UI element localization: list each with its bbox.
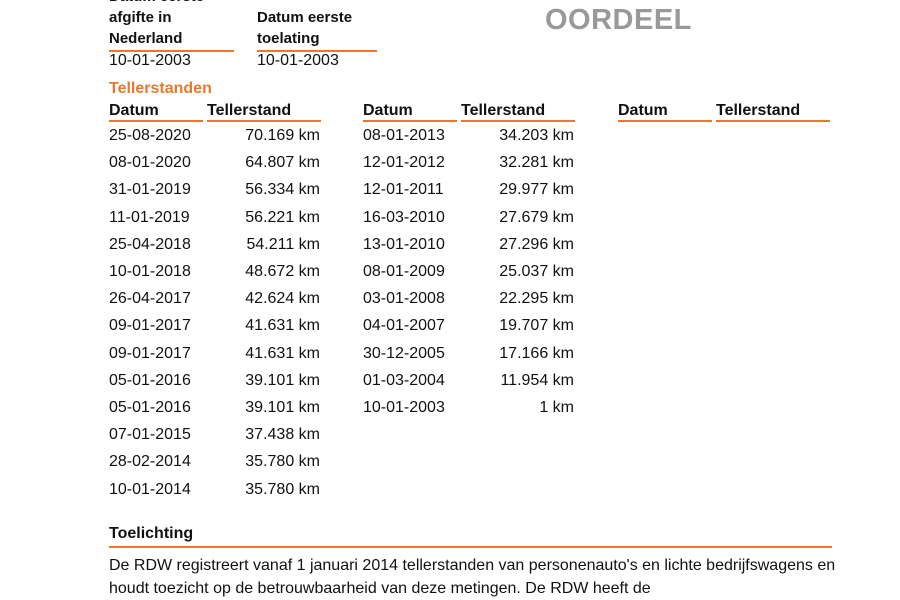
date-cell: 25-04-2018 xyxy=(109,235,191,253)
date-cell: 28-02-2014 xyxy=(109,453,191,471)
mileage-cell: 34.203 km xyxy=(499,127,574,144)
mileage-cell: 41.631 km xyxy=(245,344,320,362)
column-header: Datum xyxy=(363,102,457,122)
mileage-cell: 29.977 km xyxy=(499,181,574,199)
section-title: Toelichting xyxy=(109,524,832,548)
mileage-cell: 39.101 km xyxy=(245,371,320,389)
mileage-cell: 1 km xyxy=(539,399,574,416)
mileage-cell: 37.438 km xyxy=(245,426,320,444)
field-value: 10-01-2003 xyxy=(257,52,339,69)
column-header: Tellerstand xyxy=(716,102,830,122)
field-value: 10-01-2003 xyxy=(109,52,191,69)
mileage-cell: 54.211 km xyxy=(246,235,320,253)
date-cell: 31-01-2019 xyxy=(109,181,191,199)
date-cell: 04-01-2007 xyxy=(363,317,445,335)
date-cell: 01-03-2004 xyxy=(363,371,445,389)
date-cell: 08-01-2009 xyxy=(363,263,445,280)
date-cell: 05-01-2016 xyxy=(109,399,191,416)
oordeel: OORDEEL xyxy=(545,4,692,36)
column-header: Tellerstand xyxy=(207,102,321,122)
mileage-cell: 11.954 km xyxy=(500,371,574,389)
date-cell: 12-01-2012 xyxy=(363,154,445,172)
mileage-cell: 41.631 km xyxy=(245,317,320,335)
mileage-cell: 27.296 km xyxy=(499,235,574,253)
date-cell: 10-01-2003 xyxy=(363,399,445,416)
field-label: Datum eerste afgifte in Nederland xyxy=(109,0,234,52)
section-title: Tellerstanden xyxy=(109,80,212,97)
mileage-cell: 27.679 km xyxy=(499,208,574,226)
date-cell: 16-03-2010 xyxy=(363,208,445,226)
mileage-cell: 25.037 km xyxy=(499,263,574,280)
mileage-cell: 64.807 km xyxy=(245,154,320,172)
mileage-cell: 42.624 km xyxy=(245,290,320,308)
date-cell: 03-01-2008 xyxy=(363,290,445,308)
column-header: Datum xyxy=(618,102,712,122)
date-cell: 05-01-2016 xyxy=(109,371,191,389)
date-cell: 12-01-2011 xyxy=(363,181,444,199)
column-header: Tellerstand xyxy=(461,102,575,122)
mileage-cell: 56.221 km xyxy=(245,208,320,226)
date-cell: 13-01-2010 xyxy=(363,235,445,253)
date-cell: 30-12-2005 xyxy=(363,344,445,362)
mileage-cell: 56.334 km xyxy=(245,181,320,199)
mileage-cell: 35.780 km xyxy=(245,453,320,471)
mileage-cell: 70.169 km xyxy=(245,127,320,144)
date-cell: 08-01-2020 xyxy=(109,154,191,172)
date-cell: 11-01-2019 xyxy=(109,208,190,226)
date-cell: 08-01-2013 xyxy=(363,127,445,144)
mileage-cell: 48.672 km xyxy=(245,263,320,280)
date-cell: 07-01-2015 xyxy=(109,426,191,444)
mileage-cell: 17.166 km xyxy=(499,344,574,362)
mileage-cell: 22.295 km xyxy=(499,290,574,308)
mileage-cell: 39.101 km xyxy=(245,399,320,416)
date-cell: 09-01-2017 xyxy=(109,317,191,335)
mileage-cell: 19.707 km xyxy=(499,317,574,335)
date-cell: 10-01-2018 xyxy=(109,263,191,280)
date-cell: 09-01-2017 xyxy=(109,344,191,362)
field-label: Datum eerste toelating xyxy=(257,7,377,52)
date-cell: 25-08-2020 xyxy=(109,127,191,144)
date-cell: 26-04-2017 xyxy=(109,290,191,308)
mileage-cell: 32.281 km xyxy=(499,154,574,172)
date-cell: 10-01-2014 xyxy=(109,480,191,498)
explanation: De RDW registreert vanaf 1 januari 2014 … xyxy=(109,557,836,597)
column-header: Datum xyxy=(109,102,203,122)
mileage-cell: 35.780 km xyxy=(245,480,320,498)
